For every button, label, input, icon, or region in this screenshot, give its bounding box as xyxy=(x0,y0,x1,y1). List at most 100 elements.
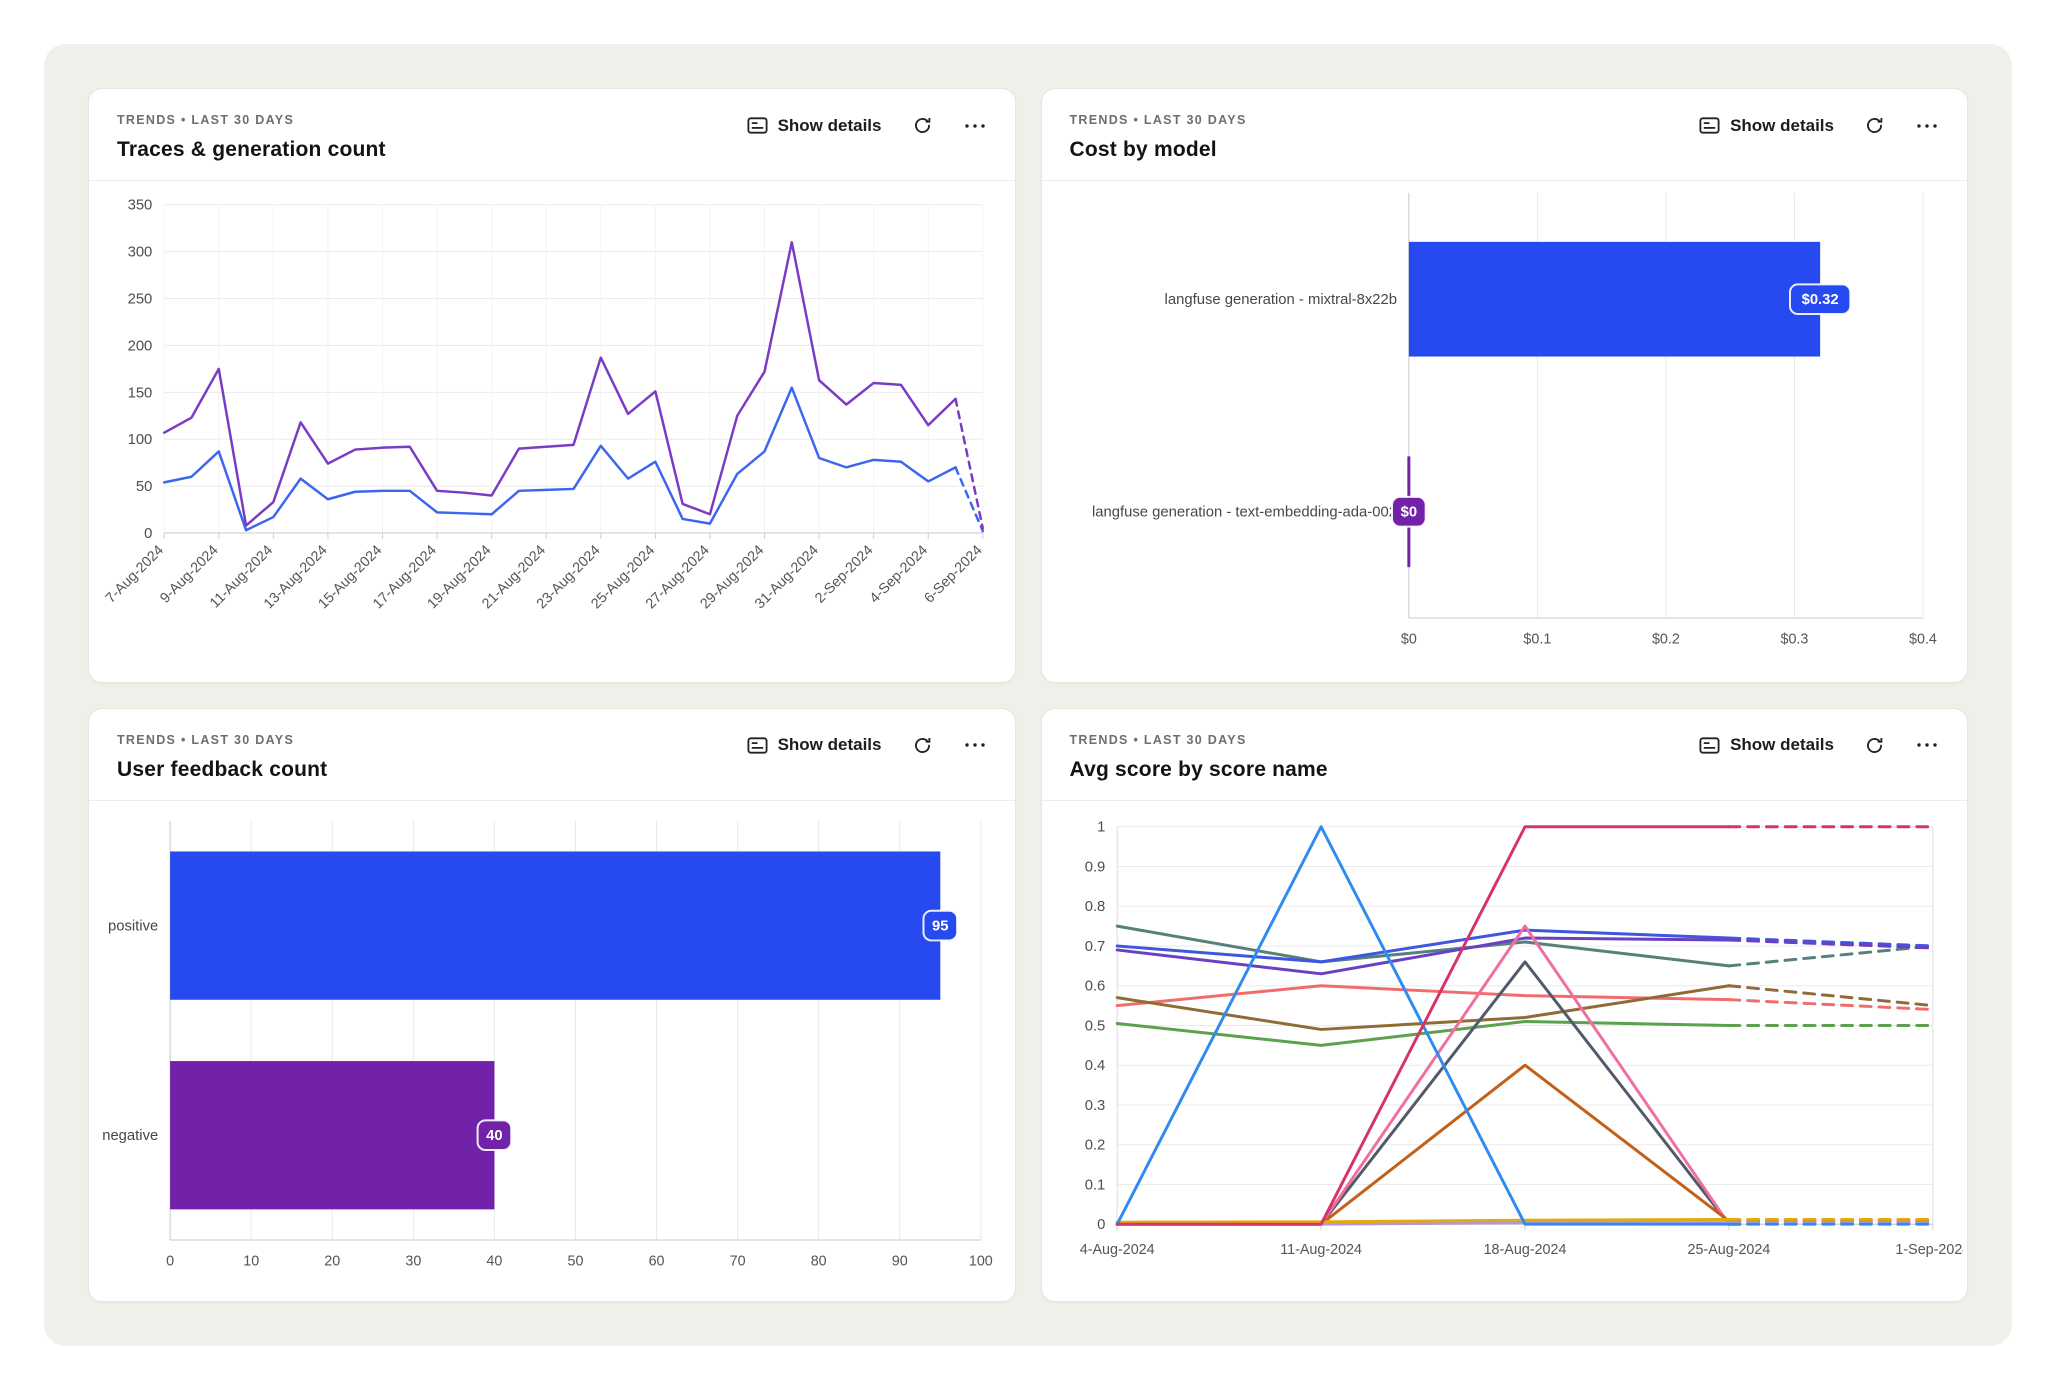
svg-text:$0: $0 xyxy=(1400,505,1417,521)
svg-text:0.1: 0.1 xyxy=(1084,1177,1105,1193)
svg-text:langfuse generation - text-emb: langfuse generation - text-embedding-ada… xyxy=(1091,505,1396,521)
refresh-icon xyxy=(1867,737,1883,753)
show-details-button[interactable]: Show details xyxy=(1698,114,1834,137)
more-options-button[interactable] xyxy=(963,741,987,749)
svg-text:0.7: 0.7 xyxy=(1084,938,1105,954)
card-header: TRENDS • LAST 30 DAYS Traces & generatio… xyxy=(89,89,1015,181)
card-controls: Show details xyxy=(746,734,987,757)
refresh-icon xyxy=(914,117,930,133)
show-details-icon xyxy=(747,117,768,134)
svg-text:1: 1 xyxy=(1097,819,1105,835)
dashboard-container: TRENDS • LAST 30 DAYS Traces & generatio… xyxy=(44,44,2012,1346)
svg-text:$0.4: $0.4 xyxy=(1909,632,1937,648)
svg-text:0: 0 xyxy=(1097,1217,1105,1233)
svg-text:40: 40 xyxy=(486,1128,503,1144)
svg-text:60: 60 xyxy=(649,1253,665,1269)
svg-text:100: 100 xyxy=(128,432,153,448)
svg-text:0.6: 0.6 xyxy=(1084,978,1105,994)
refresh-button[interactable] xyxy=(1864,735,1885,756)
svg-text:negative: negative xyxy=(102,1128,158,1144)
eyebrow-label: TRENDS • LAST 30 DAYS xyxy=(1069,732,1247,747)
more-options-button[interactable] xyxy=(963,122,987,130)
svg-text:250: 250 xyxy=(128,291,153,307)
card-header: TRENDS • LAST 30 DAYS Avg score by score… xyxy=(1041,709,1967,801)
eyebrow-label: TRENDS • LAST 30 DAYS xyxy=(1069,113,1247,127)
header-text: TRENDS • LAST 30 DAYS Avg score by score… xyxy=(1070,733,1328,782)
more-options-button[interactable] xyxy=(1915,741,1939,749)
svg-text:positive: positive xyxy=(108,918,158,934)
show-details-icon xyxy=(1699,736,1720,754)
more-options-button[interactable] xyxy=(1915,122,1939,130)
svg-text:150: 150 xyxy=(128,385,153,401)
svg-text:4-Aug-2024: 4-Aug-2024 xyxy=(1079,1241,1154,1257)
svg-text:30: 30 xyxy=(405,1253,421,1269)
svg-text:$0.3: $0.3 xyxy=(1780,632,1808,648)
svg-text:70: 70 xyxy=(730,1253,746,1269)
svg-text:11-Aug-2024: 11-Aug-2024 xyxy=(1280,1241,1362,1257)
svg-text:25-Aug-2024: 25-Aug-2024 xyxy=(1687,1241,1770,1257)
card-controls: Show details xyxy=(746,114,987,137)
svg-text:350: 350 xyxy=(128,198,153,214)
svg-text:$0.32: $0.32 xyxy=(1801,292,1838,308)
svg-text:$0.1: $0.1 xyxy=(1523,632,1551,648)
svg-text:200: 200 xyxy=(128,338,153,354)
ellipsis-icon xyxy=(964,743,985,747)
eyebrow-label: TRENDS • LAST 30 DAYS xyxy=(117,113,295,127)
svg-text:6-Sep-2024: 6-Sep-2024 xyxy=(921,542,985,606)
svg-text:300: 300 xyxy=(128,245,153,261)
svg-text:0: 0 xyxy=(166,1253,174,1269)
show-details-button[interactable]: Show details xyxy=(1698,734,1834,757)
refresh-icon xyxy=(914,737,930,753)
header-text: TRENDS • LAST 30 DAYS Cost by model xyxy=(1070,113,1247,162)
svg-text:0.8: 0.8 xyxy=(1084,899,1105,915)
svg-text:50: 50 xyxy=(568,1253,584,1269)
card-traces-generation-count: TRENDS • LAST 30 DAYS Traces & generatio… xyxy=(88,88,1016,683)
card-cost-by-model: TRENDS • LAST 30 DAYS Cost by model Show… xyxy=(1040,88,1968,683)
svg-text:90: 90 xyxy=(892,1253,908,1269)
svg-text:100: 100 xyxy=(969,1253,993,1269)
svg-text:1-Sep-2024: 1-Sep-2024 xyxy=(1895,1241,1963,1257)
avg-score-line-chart: 0 0.1 0.2 0.3 0.4 0.5 0.6 0.7 0.8 0.9 1 4-Aug-2024 1… xyxy=(1042,801,1968,1302)
show-details-icon xyxy=(747,736,768,754)
header-text: TRENDS • LAST 30 DAYS Traces & generatio… xyxy=(117,113,386,162)
svg-text:40: 40 xyxy=(486,1253,502,1269)
svg-text:10: 10 xyxy=(243,1253,259,1269)
svg-text:0.4: 0.4 xyxy=(1084,1058,1105,1074)
card-user-feedback-count: TRENDS • LAST 30 DAYS User feedback coun… xyxy=(88,707,1016,1302)
show-details-button[interactable]: Show details xyxy=(746,114,882,137)
eyebrow-label: TRENDS • LAST 30 DAYS xyxy=(117,732,295,747)
page-title: Cost by model xyxy=(1069,138,1217,161)
svg-text:20: 20 xyxy=(324,1253,340,1269)
svg-text:0.3: 0.3 xyxy=(1084,1097,1105,1113)
refresh-button[interactable] xyxy=(912,735,933,756)
svg-text:0.9: 0.9 xyxy=(1084,859,1105,875)
page-title: User feedback count xyxy=(117,757,328,781)
page-title: Avg score by score name xyxy=(1069,757,1328,781)
refresh-button[interactable] xyxy=(1864,115,1885,136)
user-feedback-bar-chart: 0 10 20 30 40 50 60 70 80 90 100 positive 95 negative… xyxy=(89,801,1015,1302)
traces-generation-line-chart: 0 50 100 150 200 250 300 350 7-Aug-2024 9-Aug-202… xyxy=(89,181,1015,682)
ellipsis-icon xyxy=(1917,743,1937,747)
cost-by-model-bar-chart: $0 $0.1 $0.2 $0.3 $0.4 langfuse generation - … xyxy=(1042,181,1968,682)
svg-text:$0.2: $0.2 xyxy=(1651,632,1679,648)
svg-text:80: 80 xyxy=(811,1253,827,1269)
ellipsis-icon xyxy=(1917,123,1937,128)
card-header: TRENDS • LAST 30 DAYS Cost by model Show… xyxy=(1041,89,1967,181)
page-title: Traces & generation count xyxy=(117,138,386,161)
svg-text:2-Sep-2024: 2-Sep-2024 xyxy=(812,542,876,606)
header-text: TRENDS • LAST 30 DAYS User feedback coun… xyxy=(117,733,327,782)
show-details-icon xyxy=(1699,117,1720,134)
svg-text:langfuse generation - mixtral-: langfuse generation - mixtral-8x22b xyxy=(1164,292,1396,308)
card-avg-score-by-score-name: TRENDS • LAST 30 DAYS Avg score by score… xyxy=(1040,707,1968,1302)
svg-text:95: 95 xyxy=(932,918,948,934)
card-controls: Show details xyxy=(1698,734,1939,757)
show-details-button[interactable]: Show details xyxy=(746,734,882,757)
svg-text:7-Aug-2024: 7-Aug-2024 xyxy=(103,542,167,606)
svg-text:0.2: 0.2 xyxy=(1084,1137,1105,1153)
refresh-button[interactable] xyxy=(912,115,933,136)
svg-text:18-Aug-2024: 18-Aug-2024 xyxy=(1483,1241,1566,1257)
ellipsis-icon xyxy=(964,123,985,128)
svg-text:0: 0 xyxy=(144,526,152,542)
refresh-icon xyxy=(1867,117,1883,133)
svg-text:50: 50 xyxy=(136,479,153,495)
